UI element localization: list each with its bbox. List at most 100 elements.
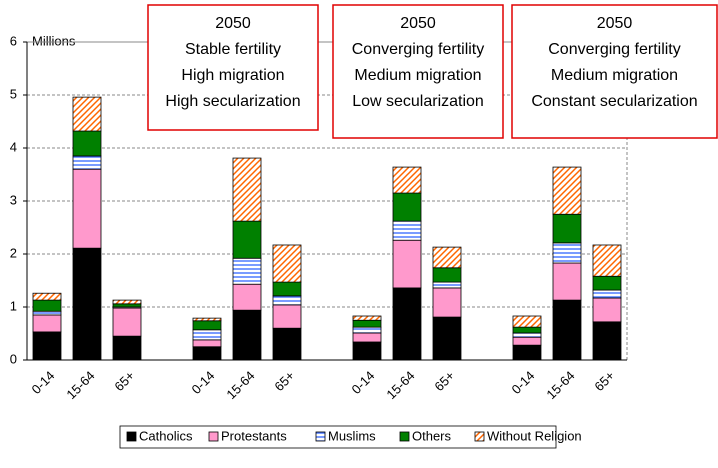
bar-segment xyxy=(552,166,582,215)
y-tick-label: 6 xyxy=(10,33,17,48)
bar-segment xyxy=(32,299,62,312)
x-tick-label: 65+ xyxy=(591,368,617,394)
bar-segment xyxy=(552,262,582,301)
bar-segment xyxy=(512,332,542,338)
annotation-text: Low secularization xyxy=(352,93,484,110)
x-tick-label: 15-64 xyxy=(63,368,97,402)
bar-segment xyxy=(272,295,302,306)
y-tick-label: 5 xyxy=(10,86,17,101)
bar-segment xyxy=(32,331,62,361)
annotation-text: 2050 xyxy=(400,15,436,32)
bar-segment xyxy=(272,327,302,361)
bar-segment xyxy=(352,315,382,321)
bar-segment xyxy=(32,310,62,316)
bar-segment xyxy=(592,297,622,323)
y-axis-label: Millions xyxy=(32,33,76,48)
legend-box xyxy=(119,425,557,449)
bar-segment xyxy=(72,130,102,157)
x-tick-label: 0-14 xyxy=(349,368,378,397)
annotation-box xyxy=(147,4,319,131)
bar-segment xyxy=(72,247,102,361)
bar-segment xyxy=(592,244,622,277)
bar-segment xyxy=(192,346,222,361)
bar-segment xyxy=(192,320,222,331)
bar-segment xyxy=(272,281,302,297)
x-tick-label: 65+ xyxy=(431,368,457,394)
bar-segment xyxy=(272,304,302,329)
annotation-text: Medium migration xyxy=(551,67,678,84)
y-tick-label: 4 xyxy=(10,139,17,154)
x-tick-label: 0-14 xyxy=(29,368,58,397)
x-tick-label: 0-14 xyxy=(509,368,538,397)
bar-segment xyxy=(352,326,382,334)
annotation-text: Converging fertility xyxy=(352,41,485,58)
x-tick-label: 15-64 xyxy=(383,368,417,402)
bar-segment xyxy=(72,168,102,249)
legend-label: Protestants xyxy=(221,428,287,443)
bar-segment xyxy=(592,275,622,291)
bar-segment xyxy=(32,314,62,333)
x-tick-label: 65+ xyxy=(271,368,297,394)
bar-segment xyxy=(72,155,102,170)
annotation-text: High migration xyxy=(181,67,284,84)
bar-segment xyxy=(112,335,142,361)
annotation-text: High secularization xyxy=(165,93,300,110)
bar-segment xyxy=(112,307,142,337)
annotation-text: 2050 xyxy=(215,15,251,32)
legend-swatch xyxy=(399,431,410,442)
bar-segment xyxy=(112,303,142,308)
bar-segment xyxy=(432,287,462,318)
bar-segment xyxy=(192,339,222,348)
x-tick-label: 0-14 xyxy=(189,368,218,397)
legend-swatch xyxy=(126,431,137,442)
bar-segment xyxy=(192,329,222,341)
annotation-box xyxy=(332,4,504,139)
bar-segment xyxy=(392,239,422,289)
bar-segment xyxy=(232,309,262,361)
bar-segment xyxy=(392,192,422,222)
bar-segment xyxy=(552,299,582,361)
bar-segment xyxy=(192,317,222,322)
y-tick-label: 2 xyxy=(10,245,17,260)
bar-segment xyxy=(592,321,622,361)
bar-segment xyxy=(432,246,462,269)
bar-segment xyxy=(512,326,542,334)
y-tick-label: 3 xyxy=(10,192,17,207)
bar-segment xyxy=(72,96,102,132)
bar-segment xyxy=(272,244,302,283)
bar-segment xyxy=(232,157,262,222)
annotation-text: Converging fertility xyxy=(548,41,681,58)
bar-segment xyxy=(232,283,262,311)
bar-segment xyxy=(392,220,422,241)
annotation-text: Constant secularization xyxy=(531,93,697,110)
legend-label: Without Religion xyxy=(487,428,582,443)
bar-segment xyxy=(352,319,382,328)
bar-segment xyxy=(592,289,622,299)
x-tick-label: 65+ xyxy=(111,368,137,394)
bar-segment xyxy=(232,220,262,259)
legend-label: Catholics xyxy=(139,428,193,443)
x-tick-label: 15-64 xyxy=(543,368,577,402)
y-tick-label: 1 xyxy=(10,298,17,313)
bar-segment xyxy=(552,213,582,244)
legend-swatch xyxy=(208,431,219,442)
annotation-text: Medium migration xyxy=(354,67,481,84)
annotation-text: 2050 xyxy=(597,15,633,32)
bar-segment xyxy=(232,257,262,285)
legend-label: Others xyxy=(412,428,452,443)
bar-segment xyxy=(352,332,382,343)
bar-segment xyxy=(32,292,62,301)
annotation-box xyxy=(511,4,718,139)
bar-segment xyxy=(432,316,462,361)
legend-swatch xyxy=(315,431,326,442)
annotation-text: Stable fertility xyxy=(185,41,281,58)
bar-segment xyxy=(432,267,462,283)
x-tick-label: 15-64 xyxy=(223,368,257,402)
y-tick-label: 0 xyxy=(10,351,17,366)
legend-swatch xyxy=(474,431,485,442)
bar-segment xyxy=(392,166,422,194)
bar-segment xyxy=(112,299,142,305)
bar-segment xyxy=(432,281,462,289)
bar-segment xyxy=(512,315,542,328)
